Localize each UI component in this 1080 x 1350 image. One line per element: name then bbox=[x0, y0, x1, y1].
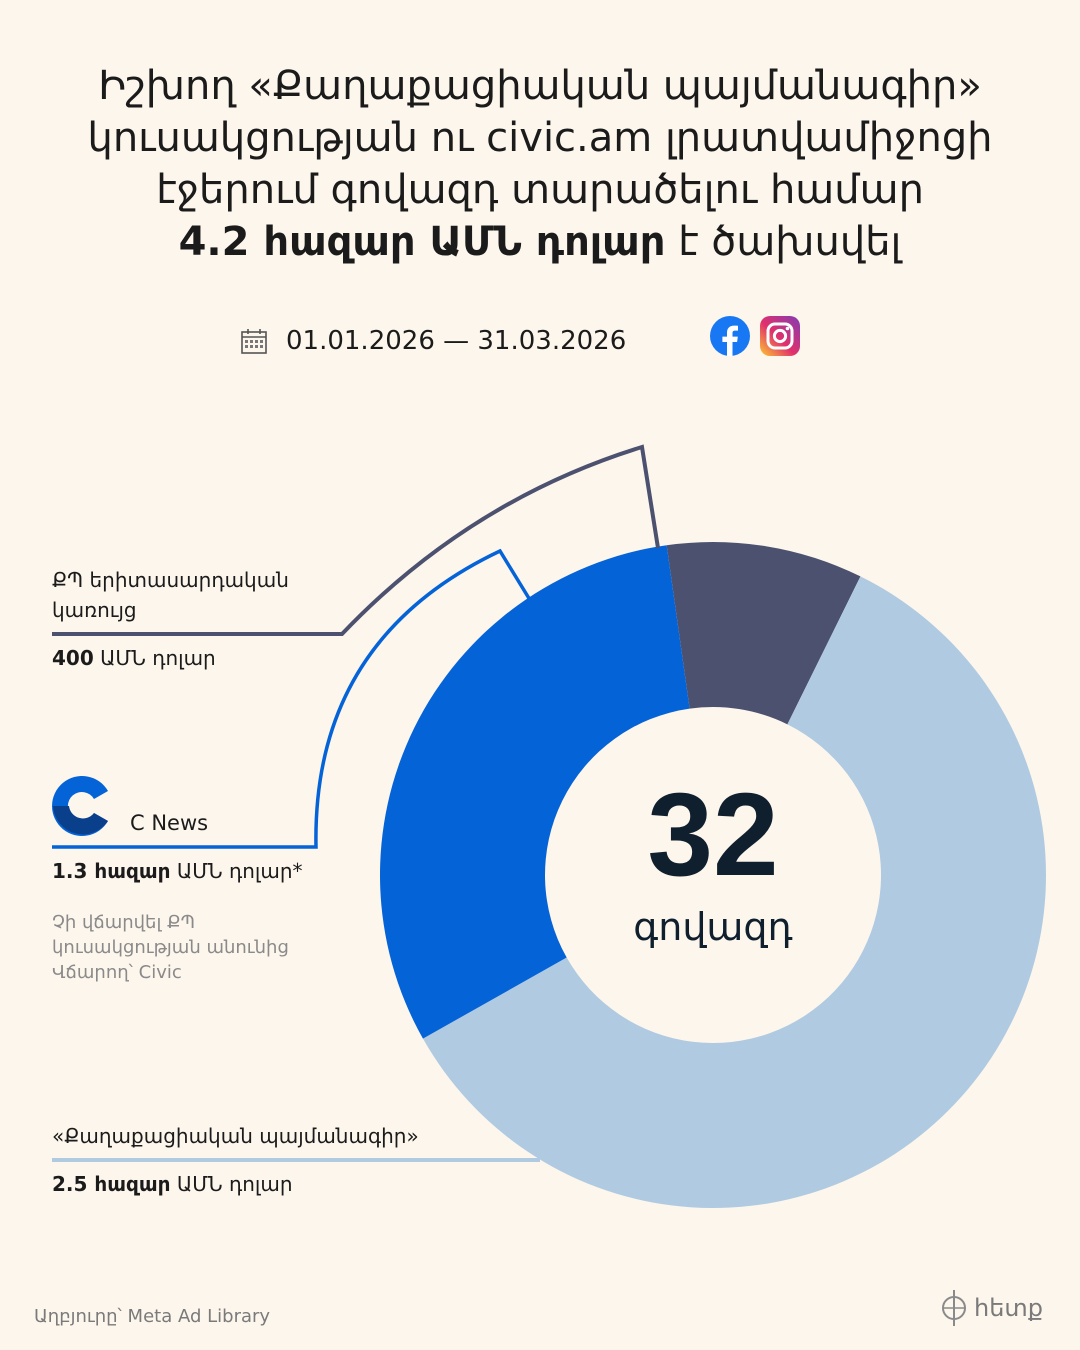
cnews-note-1: Չի վճարվել ՔՊ bbox=[52, 912, 196, 933]
cnews-logo bbox=[52, 776, 108, 836]
period-row: 01.01.2026 — 31.03.2026 bbox=[240, 323, 626, 359]
cnews-note-3: Վճարող՝ Civic bbox=[52, 962, 182, 983]
instagram-icon bbox=[760, 316, 800, 356]
cnews-note-2: կուսակցության անունից bbox=[52, 937, 289, 958]
center-total: 32 bbox=[647, 769, 779, 901]
label-kp-youth-line1: ՔՊ երիտասարդական bbox=[52, 568, 289, 592]
hetq-logo-icon bbox=[942, 1290, 966, 1326]
label-kp-youth: ՔՊ երիտասարդական կառույց bbox=[52, 565, 289, 625]
label-civil-contract: «Քաղաքացիական պայմանագիր» bbox=[52, 1124, 419, 1148]
facebook-icon bbox=[710, 316, 750, 356]
source-note: Աղբյուրը՝ Meta Ad Library bbox=[34, 1306, 271, 1327]
title-line-1: Իշխող «Քաղաքացիական պայմանագիր» bbox=[98, 63, 982, 109]
amount-kp-youth-unit: ԱՄՆ դոլար bbox=[93, 646, 216, 670]
leader-cnews bbox=[52, 548, 532, 849]
label-kp-youth-line2: կառույց bbox=[52, 598, 137, 622]
page-title: Իշխող «Քաղաքացիական պայմանագիր» կուսակցո… bbox=[40, 60, 1040, 268]
center-unit: գովազդ bbox=[633, 905, 793, 949]
brand-logo: հետք bbox=[940, 1288, 1043, 1328]
period-dates: 01.01.2026 — 31.03.2026 bbox=[286, 326, 627, 356]
amount-cnews-unit: ԱՄՆ դոլար* bbox=[170, 859, 303, 883]
slice-kp-youth bbox=[666, 541, 861, 725]
amount-civil-contract: 2.5 հազար ԱՄՆ դոլար bbox=[52, 1169, 293, 1199]
title-line-4: 4.2 հազար ԱՄՆ դոլար է ծախսվել bbox=[40, 216, 1040, 268]
label-cnews: C News bbox=[130, 811, 209, 835]
brand-name: հետք bbox=[974, 1294, 1044, 1322]
social-icons bbox=[710, 316, 800, 356]
amount-cnews: 1.3 հազար ԱՄՆ դոլար* bbox=[52, 856, 303, 886]
leader-kp-youth bbox=[52, 444, 660, 636]
amount-cnews-value: 1.3 հազար bbox=[52, 859, 171, 883]
amount-kp-youth-value: 400 bbox=[52, 646, 94, 670]
title-line-2: կուսակցության ու civic.am լրատվամիջոցի bbox=[87, 115, 993, 161]
title-amount-rest: է ծախսվել bbox=[665, 219, 902, 265]
title-amount: 4.2 հազար ԱՄՆ դոլար bbox=[178, 219, 666, 265]
amount-cc-unit: ԱՄՆ դոլար bbox=[170, 1172, 293, 1196]
amount-cc-value: 2.5 հազար bbox=[52, 1172, 171, 1196]
amount-kp-youth: 400 ԱՄՆ դոլար bbox=[52, 643, 216, 673]
title-line-3: էջերում գովազդ տարածելու համար bbox=[156, 167, 924, 213]
slice-cnews bbox=[380, 545, 690, 1039]
slice-civil-contract bbox=[422, 576, 1046, 1208]
cnews-footnote: Չի վճարվել ՔՊ կուսակցության անունից Վճար… bbox=[52, 910, 289, 985]
calendar-icon bbox=[241, 329, 267, 354]
